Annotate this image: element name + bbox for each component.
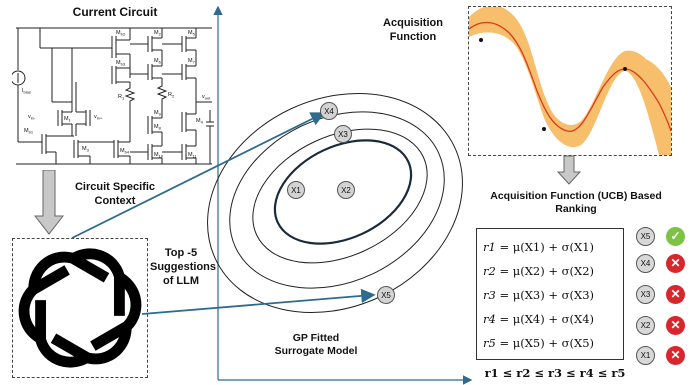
contour-inner bbox=[273, 139, 413, 245]
rank-x5: X5 bbox=[636, 227, 655, 246]
uncertainty-band-fill bbox=[469, 5, 671, 155]
label-vin-minus: vin- bbox=[28, 114, 36, 121]
llm-to-x5-arrow bbox=[141, 288, 376, 315]
label-mb1: Mb1 bbox=[24, 128, 34, 135]
label-mb2: Mb2 bbox=[116, 30, 126, 37]
equation-r1: r1 = μ(X1) + σ(X1) bbox=[483, 240, 595, 254]
label-m4: M4 bbox=[196, 118, 204, 125]
label-m10: M10 bbox=[154, 152, 164, 159]
point-x5: X5 bbox=[377, 286, 395, 304]
label-m2: M2 bbox=[154, 30, 162, 37]
check-icon: ✓ bbox=[666, 227, 685, 246]
context-down-arrow bbox=[34, 170, 64, 235]
mean-curve bbox=[468, 21, 672, 132]
acq-down-arrow bbox=[556, 155, 582, 185]
llm-to-x4-arrow bbox=[71, 112, 326, 239]
point-x2: X2 bbox=[337, 181, 355, 199]
rank-x4: X4 bbox=[636, 254, 655, 273]
label-m1: M1 bbox=[64, 116, 72, 123]
equation-r2: r2 = μ(X2) + σ(X2) bbox=[483, 264, 595, 278]
label-m5: M5 bbox=[188, 30, 196, 37]
label-vin-plus: vin+ bbox=[94, 114, 103, 121]
equation-r4: r4 = μ(X4) + σ(X4) bbox=[483, 312, 595, 326]
obs-point-2 bbox=[542, 127, 546, 131]
gp-label: GP Fitted Surrogate Model bbox=[274, 332, 358, 357]
point-x4: X4 bbox=[320, 102, 338, 120]
ucb-equations: r1 = μ(X1) + σ(X1) r2 = μ(X2) + σ(X2) r3… bbox=[476, 228, 624, 360]
rank-x3: X3 bbox=[636, 285, 655, 304]
circuit-schematic: Ibias vin- vin+ M1 M2 M3 M4 M5 M6 M7 M8 … bbox=[12, 27, 214, 165]
label-ibias: Ibias bbox=[22, 88, 31, 95]
ranking-title: Acquisition Function (UCB) Based Ranking bbox=[490, 190, 662, 215]
cross-icon: ✕ bbox=[666, 346, 685, 365]
label-m7: M7 bbox=[188, 58, 196, 65]
label-vout: vout bbox=[202, 94, 211, 101]
equation-r5: r5 = μ(X5) + σ(X5) bbox=[483, 336, 595, 350]
obs-point-1 bbox=[479, 38, 483, 42]
acquisition-plot bbox=[468, 5, 672, 156]
point-x3: X3 bbox=[334, 125, 352, 143]
label-m3: M3 bbox=[82, 146, 90, 153]
label-m9: M9 bbox=[154, 110, 162, 117]
uncertainty-band bbox=[471, 9, 671, 156]
llm-logo-icon bbox=[18, 248, 142, 368]
llm-box bbox=[12, 238, 148, 378]
acquisition-plot-box bbox=[468, 5, 672, 156]
label-m8: M8 bbox=[154, 124, 162, 131]
label-r1: R1 bbox=[118, 94, 125, 101]
rank-x1: X1 bbox=[636, 346, 655, 365]
cross-icon: ✕ bbox=[666, 285, 685, 304]
cross-icon: ✕ bbox=[666, 316, 685, 335]
circuit-title: Current Circuit bbox=[72, 5, 158, 19]
contour-2 bbox=[252, 128, 428, 264]
obs-point-3 bbox=[623, 67, 627, 71]
ranking-inequality: r1 ≤ r2 ≤ r3 ≤ r4 ≤ r5 bbox=[484, 366, 626, 380]
equation-r3: r3 = μ(X3) + σ(X3) bbox=[483, 288, 595, 302]
label-mb3: Mb3 bbox=[116, 60, 126, 67]
label-mb4: Mb4 bbox=[120, 148, 130, 155]
cross-icon: ✕ bbox=[666, 254, 685, 273]
llm-label: Top -5 Suggestions of LLM bbox=[150, 247, 217, 287]
context-label: Circuit Specific Context bbox=[74, 181, 156, 207]
label-r2: R2 bbox=[168, 92, 175, 99]
label-m6: M6 bbox=[154, 58, 162, 65]
point-x1: X1 bbox=[287, 181, 305, 199]
acq-title: Acquisition Function bbox=[383, 17, 443, 43]
label-m11: M11 bbox=[188, 152, 198, 159]
rank-x2: X2 bbox=[636, 316, 655, 335]
contour-3 bbox=[229, 111, 445, 289]
